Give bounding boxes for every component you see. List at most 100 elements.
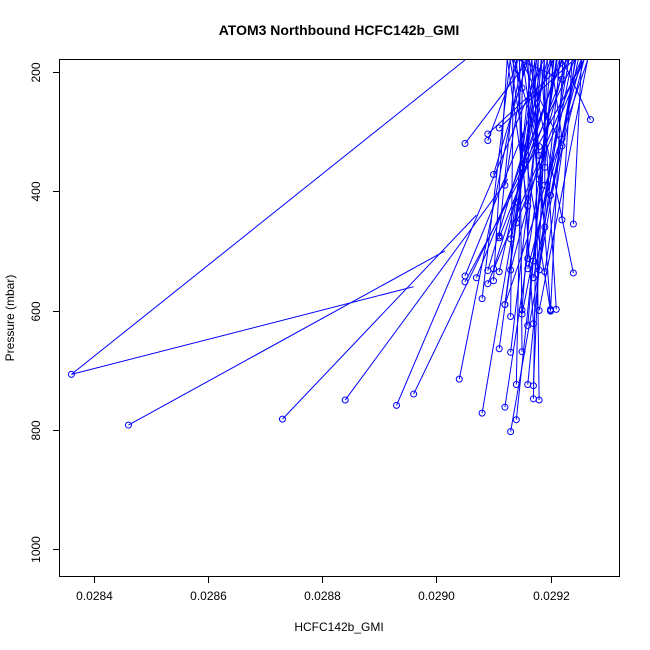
data-point [410,390,418,398]
data-point [472,274,480,282]
data-point [455,375,463,383]
profile-line [464,60,530,144]
x-tick-label: 0.0288 [304,589,341,603]
x-tick-label: 0.0284 [76,589,113,603]
data-point [518,310,526,318]
profile-line [344,179,509,401]
data-point [586,116,594,124]
profile-line [71,286,414,375]
data-point [518,163,526,171]
series-points [67,75,594,436]
profile-line [282,214,477,420]
data-point [518,84,526,92]
profile-line [550,60,564,311]
data-point [541,223,549,231]
profile-line [532,60,579,278]
x-axis: 0.0284 0.0286 0.0288 0.0290 0.0292 [76,576,570,603]
data-point [461,278,469,286]
data-point [501,403,509,411]
data-point [490,171,498,179]
data-point [67,370,75,378]
data-point [507,266,515,274]
data-point [507,235,515,243]
data-point [541,268,549,276]
profile-line [396,60,544,406]
data-point [490,277,498,285]
data-point [341,396,349,404]
data-point [484,280,492,288]
data-point [490,265,498,273]
x-tick-label: 0.0290 [418,589,455,603]
data-point [558,142,566,150]
data-point [501,181,509,189]
y-axis-title: Pressure (mbar) [3,275,17,362]
profile-line [481,60,543,414]
data-point [535,142,543,150]
data-point [495,345,503,353]
data-point [512,219,520,227]
data-point [495,124,503,132]
data-point [512,381,520,389]
profile-line [532,60,548,386]
profile-line [528,60,574,274]
profile-line [544,60,576,272]
data-point [524,265,532,273]
data-point [524,202,532,210]
chart-title: ATOM3 Northbound HCFC142b_GMI [219,22,460,38]
y-tick-label: 200 [29,62,43,82]
profile-line [520,60,563,147]
data-point [524,255,532,263]
profile-line [532,60,570,262]
y-tick-label: 800 [29,420,43,440]
profile-line [550,60,563,139]
profile-line [504,60,538,305]
data-point [512,416,520,424]
y-tick-label: 600 [29,301,43,321]
data-point [507,313,515,321]
data-point [529,320,537,328]
y-axis: 200 400 600 800 1000 [29,62,60,563]
profile-line [510,60,567,271]
data-point [278,415,286,423]
profile-line [510,60,536,240]
profile-line [128,250,446,426]
x-axis-title: HCFC142b_GMI [294,620,383,634]
data-point [507,428,515,436]
profile-line [515,60,524,385]
data-point [558,216,566,224]
data-point [569,269,577,277]
profile-line [561,60,573,220]
data-point [512,198,520,206]
profile-line [540,60,557,310]
data-point [478,295,486,303]
data-point [535,307,543,315]
profile-line [71,60,466,375]
profile-line [521,60,563,168]
profile-line [572,60,583,225]
profile-line [493,60,508,281]
y-tick-label: 400 [29,181,43,201]
data-point [529,257,537,265]
data-point [541,163,549,171]
profile-line [561,60,591,120]
data-point [124,421,132,429]
data-point [541,181,549,189]
data-point [558,135,566,143]
series-lines [71,60,591,432]
data-point [569,220,577,228]
data-point [547,191,555,199]
data-point [501,301,509,309]
data-point [558,75,566,83]
profile-line [519,60,523,352]
data-point [552,305,560,313]
data-point [461,140,469,148]
data-point [529,274,537,282]
data-point [518,306,526,314]
data-point [495,232,503,240]
data-point [535,175,543,183]
plot-frame [59,59,620,577]
data-point [484,130,492,138]
profile-line [538,60,567,271]
profile-line [493,60,561,269]
